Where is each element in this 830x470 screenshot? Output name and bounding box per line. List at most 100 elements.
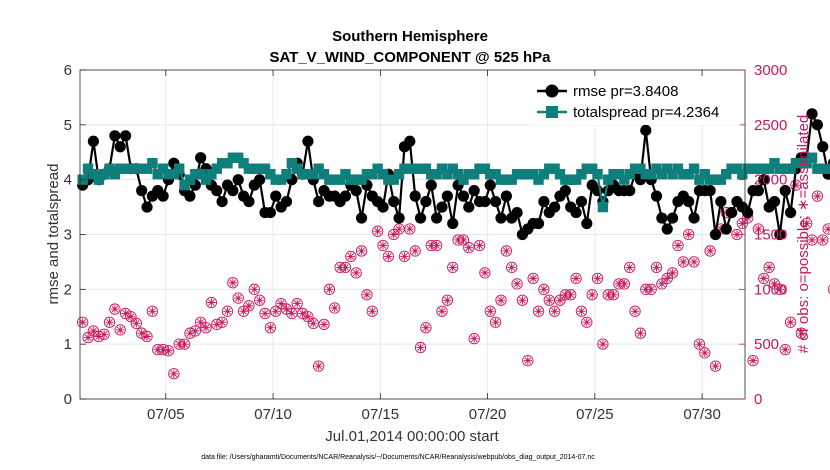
obs-assimilated-marker xyxy=(582,318,591,327)
obs-possible-marker xyxy=(345,250,357,263)
obs-point xyxy=(672,239,684,252)
obs-assimilated-marker xyxy=(362,290,372,300)
obs-possible-marker xyxy=(178,338,191,350)
obs-assimilated-marker xyxy=(657,279,667,289)
obs-assimilated-marker xyxy=(518,296,527,305)
obs-assimilated-marker xyxy=(282,304,291,314)
rmse-point xyxy=(211,185,223,197)
obs-possible-marker xyxy=(811,190,824,202)
obs-assimilated-marker xyxy=(212,320,221,329)
obs-point xyxy=(339,261,352,274)
totalspread-point xyxy=(737,168,748,180)
obs-assimilated-marker xyxy=(191,326,200,336)
totalspread-point xyxy=(801,158,812,169)
obs-assimilated-marker xyxy=(400,252,409,261)
obs-assimilated-marker xyxy=(78,318,87,327)
totalspread-point xyxy=(436,163,448,174)
obs-possible-marker xyxy=(168,368,180,380)
obs-point xyxy=(382,250,395,263)
obs-possible-marker xyxy=(339,261,352,274)
obs-assimilated-marker xyxy=(437,307,447,316)
obs-assimilated-marker xyxy=(534,307,543,316)
obs-possible-marker xyxy=(162,345,175,357)
y-tick-label: 0 xyxy=(64,391,72,408)
rmse-point xyxy=(575,196,588,208)
obs-possible-marker xyxy=(468,333,480,345)
rmse-point xyxy=(774,228,786,241)
obs-possible-marker xyxy=(205,296,218,309)
totalspread-point xyxy=(82,163,94,174)
obs-point xyxy=(479,267,491,279)
obs-possible-marker xyxy=(822,223,830,235)
obs-assimilated-marker xyxy=(818,235,827,245)
obs-point xyxy=(747,354,759,367)
obs-assimilated-marker xyxy=(791,180,801,190)
obs-possible-marker xyxy=(232,292,244,304)
rmse-point xyxy=(313,196,325,208)
rmse-point xyxy=(817,141,829,153)
obs-point xyxy=(323,283,336,295)
obs-point xyxy=(398,250,411,263)
obs-possible-marker xyxy=(420,322,432,334)
obs-possible-marker xyxy=(763,261,775,274)
obs-assimilated-marker xyxy=(357,246,366,256)
totalspread-point xyxy=(581,163,592,174)
obs-assimilated-marker xyxy=(464,243,474,252)
obs-point xyxy=(629,305,641,317)
rmse-point xyxy=(114,141,126,153)
obs-point xyxy=(329,302,341,314)
obs-point xyxy=(634,327,647,339)
obs-assimilated-marker xyxy=(234,293,243,303)
rmse-point xyxy=(109,130,121,142)
totalspread-point xyxy=(731,163,743,174)
rmse-point xyxy=(254,174,266,186)
obs-assimilated-marker xyxy=(689,257,699,267)
totalspread-point xyxy=(249,163,260,174)
obs-assimilated-marker xyxy=(201,323,211,332)
y2-tick-label: 500 xyxy=(754,336,779,353)
obs-assimilated-marker xyxy=(486,307,495,316)
totalspread-point xyxy=(136,163,147,174)
obs-assimilated-marker xyxy=(416,343,425,352)
x-tick-label: 07/10 xyxy=(254,406,292,423)
obs-possible-marker xyxy=(634,327,647,339)
obs-point xyxy=(784,316,797,328)
totalspread-point xyxy=(195,168,206,180)
obs-point xyxy=(463,242,475,254)
obs-point xyxy=(473,239,486,252)
obs-point xyxy=(801,217,813,230)
totalspread-point xyxy=(694,174,705,185)
obs-assimilated-marker xyxy=(223,307,232,316)
obs-possible-marker xyxy=(291,297,303,310)
totalspread-point xyxy=(651,163,662,174)
obs-assimilated-marker xyxy=(507,263,516,272)
totalspread-point xyxy=(527,168,539,180)
obs-point xyxy=(522,354,534,367)
obs-possible-marker xyxy=(463,242,475,254)
totalspread-point xyxy=(715,174,727,185)
totalspread-point xyxy=(710,174,721,185)
rmse-point xyxy=(720,223,732,235)
rmse-point xyxy=(350,185,362,197)
obs-possible-marker xyxy=(575,305,588,317)
rmse-point xyxy=(624,185,636,197)
y2-tick-label: 2000 xyxy=(754,172,787,189)
obs-point xyxy=(666,267,679,279)
rmse-point xyxy=(302,135,314,147)
obs-possible-marker xyxy=(709,360,722,372)
obs-assimilated-marker xyxy=(432,241,441,250)
totalspread-point xyxy=(163,168,174,180)
obs-point xyxy=(795,327,807,339)
y-tick-label: 2 xyxy=(64,281,72,298)
obs-possible-marker xyxy=(629,305,641,317)
obs-possible-marker xyxy=(597,338,609,350)
obs-assimilated-marker xyxy=(577,307,586,316)
totalspread-point xyxy=(613,168,625,180)
totalspread-point xyxy=(254,163,265,174)
totalspread-point xyxy=(404,163,416,174)
obs-assimilated-marker xyxy=(711,361,720,371)
obs-possible-marker xyxy=(516,294,529,306)
obs-assimilated-marker xyxy=(502,246,511,256)
rmse-point xyxy=(725,206,738,219)
totalspread-point xyxy=(554,168,566,180)
